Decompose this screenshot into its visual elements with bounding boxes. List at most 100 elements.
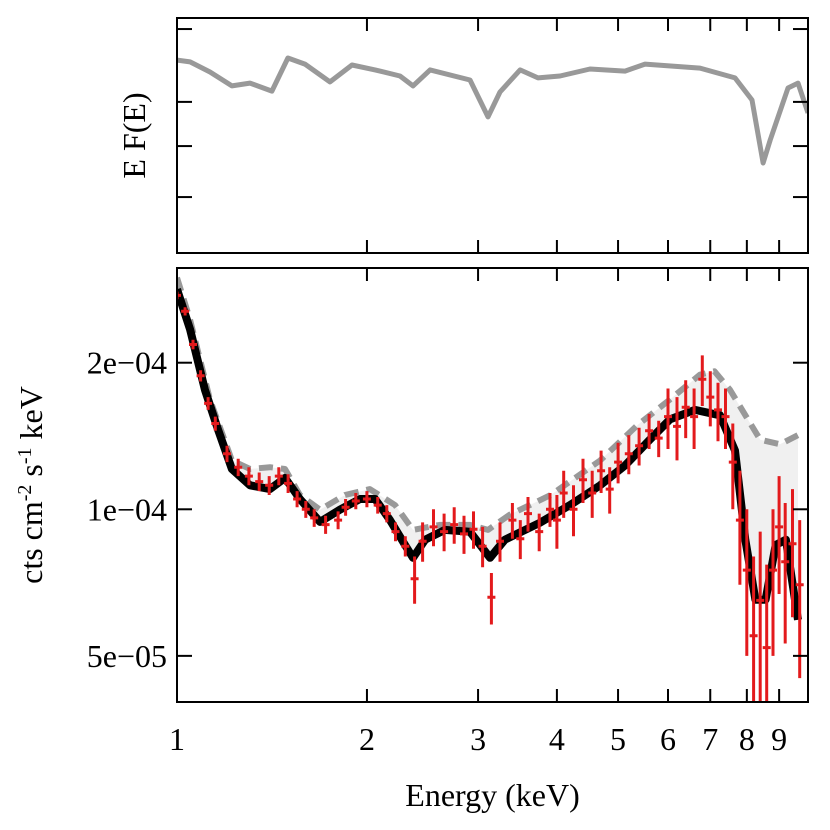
model-line	[177, 276, 800, 533]
panel-frame	[176, 17, 809, 254]
data-point	[234, 458, 243, 477]
data-point	[496, 522, 504, 562]
data-point	[177, 291, 181, 300]
y-tick-label: 5e−05	[87, 638, 167, 674]
model-band	[177, 277, 798, 620]
data-point	[795, 520, 804, 679]
data-point	[546, 493, 554, 527]
data-point	[460, 515, 468, 554]
x-tick-label: 2	[359, 721, 375, 757]
data-point	[706, 371, 715, 427]
x-axis-label: Energy (keV)	[405, 777, 579, 813]
data-point	[775, 476, 784, 594]
data-point	[654, 420, 663, 458]
data-point	[788, 489, 797, 618]
y-axis-label: cts cm-2 s-1 keV	[13, 386, 49, 584]
y-axis-label-part: -1	[14, 447, 36, 464]
data-point	[756, 531, 765, 702]
data-point	[664, 388, 672, 449]
y-axis-label-part: -2	[14, 485, 36, 502]
data-point	[204, 397, 213, 410]
data-point	[410, 556, 419, 604]
data-point	[301, 501, 310, 518]
x-tick-label: 8	[739, 721, 755, 757]
data-point	[196, 370, 205, 382]
data-point	[624, 435, 633, 475]
plot-area	[177, 55, 808, 166]
data-point	[721, 388, 730, 449]
data-point	[524, 497, 532, 532]
data-point	[635, 427, 644, 466]
data-point	[334, 511, 343, 530]
data-point	[645, 413, 654, 449]
y-axis-label-part: cts cm	[13, 501, 49, 584]
data-point	[749, 556, 758, 702]
data-point	[274, 467, 283, 486]
x-tick-label: 7	[702, 721, 718, 757]
data-point	[569, 485, 578, 537]
y-axis-label-part: keV	[13, 386, 49, 447]
data-point	[265, 476, 274, 495]
data-point	[552, 495, 561, 549]
data-point	[605, 467, 614, 514]
data-point	[362, 491, 371, 508]
data-point	[762, 564, 771, 702]
data-point	[588, 470, 597, 518]
data-point	[516, 520, 525, 560]
x-tick-label: 3	[470, 721, 486, 757]
data-point	[181, 307, 190, 316]
data-point	[673, 397, 681, 461]
data-point	[401, 536, 410, 557]
data-point	[382, 505, 391, 523]
data-point	[487, 573, 496, 625]
x-tick-label: 5	[610, 721, 626, 757]
data-point	[781, 503, 790, 644]
data-point	[321, 515, 330, 534]
data-point	[440, 513, 449, 552]
data-point	[681, 380, 690, 439]
data-point	[189, 339, 197, 350]
x-tick-label: 4	[549, 721, 565, 757]
y-tick-label: 1e−04	[87, 491, 167, 527]
data-point	[255, 472, 264, 492]
data-point	[728, 423, 737, 510]
data-point	[373, 497, 382, 514]
y-axis-label: E F(E)	[116, 92, 152, 178]
data-point	[690, 388, 699, 449]
model-line	[177, 55, 808, 166]
data-point	[450, 507, 459, 544]
data-point	[223, 445, 231, 463]
data-point	[211, 416, 220, 431]
data-point	[351, 493, 360, 510]
x-tick-label: 6	[660, 721, 676, 757]
data-point	[478, 526, 487, 568]
model-line	[177, 288, 802, 621]
x-tick-label: 1	[169, 721, 185, 757]
data-point	[508, 503, 517, 539]
data-point	[535, 513, 544, 552]
data-point	[769, 509, 777, 656]
data-point	[418, 522, 427, 562]
data-point	[698, 355, 707, 406]
data-point	[310, 509, 319, 527]
data-point	[391, 522, 400, 542]
y-tick-label: 2e−04	[87, 345, 167, 381]
plot-area	[177, 276, 804, 702]
data-point	[735, 470, 744, 585]
data-point	[469, 511, 478, 549]
data-point	[597, 450, 606, 493]
data-point	[579, 458, 587, 503]
y-axis-label-part: s	[13, 464, 49, 484]
data-point	[341, 499, 350, 516]
panel-frame	[176, 267, 809, 703]
data-point	[429, 509, 438, 547]
data-point	[293, 491, 302, 508]
data-point	[559, 470, 568, 518]
data-point	[714, 382, 722, 442]
data-point	[284, 474, 293, 493]
data-point	[614, 442, 623, 484]
x-tick-label: 9	[771, 721, 787, 757]
data-point	[742, 509, 751, 656]
data-point	[244, 467, 253, 486]
